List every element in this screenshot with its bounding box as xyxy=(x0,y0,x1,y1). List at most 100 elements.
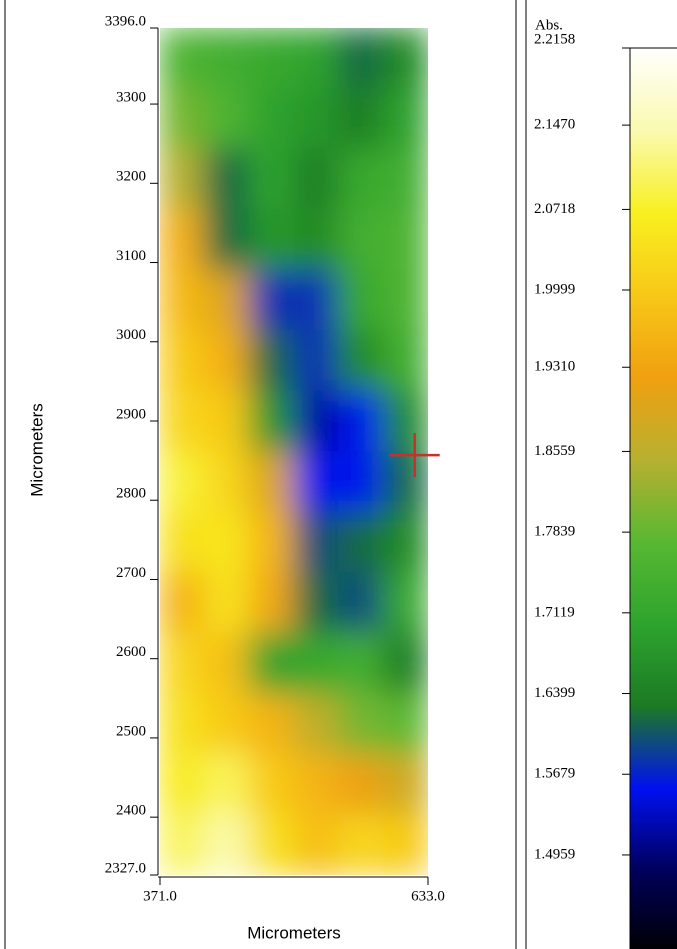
y-tick-label: 2900 xyxy=(116,406,146,422)
y-axis-label: Micrometers xyxy=(27,403,46,497)
heatmap-cell xyxy=(248,814,295,875)
heatmap-cell xyxy=(160,814,206,875)
colorbar-tick-label: 1.9999 xyxy=(534,281,575,297)
heatmap-cell xyxy=(338,753,384,815)
heatmap-cell xyxy=(293,632,340,694)
heatmap-cell xyxy=(160,88,206,150)
map xyxy=(160,28,428,875)
heatmap-cell xyxy=(160,753,206,815)
heatmap-cell xyxy=(382,572,428,634)
cells xyxy=(160,28,428,875)
heatmap-cell xyxy=(204,451,250,513)
heatmap-cell xyxy=(293,148,340,210)
heatmap-cell xyxy=(248,390,295,452)
heatmap-cell xyxy=(338,451,384,513)
heatmap-cell xyxy=(248,330,295,392)
heatmap-cell xyxy=(293,209,340,271)
heatmap-cell xyxy=(248,269,295,331)
heatmap-cell xyxy=(204,632,250,694)
heatmap-cell xyxy=(160,269,206,331)
heatmap-cell xyxy=(248,148,295,210)
heatmap-cell xyxy=(293,88,340,150)
heatmap-cell xyxy=(204,753,250,815)
heatmap-cell xyxy=(382,814,428,875)
heatmap-cell xyxy=(204,209,250,271)
heatmap-cell xyxy=(382,88,428,150)
heatmap-cell xyxy=(160,209,206,271)
heatmap-cell xyxy=(293,28,340,89)
colorbar-tick-label: 1.9310 xyxy=(534,359,575,375)
colorbar-tick-label: 1.4959 xyxy=(534,846,575,862)
heatmap-cell xyxy=(382,693,428,755)
heatmap-cell xyxy=(204,88,250,150)
y-tick-label: 3300 xyxy=(116,90,146,106)
heatmap-cell xyxy=(382,148,428,210)
y-tick-label: 3000 xyxy=(116,327,146,343)
heatmap-cell xyxy=(204,390,250,452)
heatmap-cell xyxy=(382,330,428,392)
heatmap-cell xyxy=(338,269,384,331)
y-tick-label: 2800 xyxy=(116,486,146,502)
heatmap-cell xyxy=(248,632,295,694)
heatmap-cell xyxy=(293,693,340,755)
x-axis-label: Micrometers xyxy=(247,923,341,942)
heatmap-cell xyxy=(293,390,340,452)
heatmap-cell xyxy=(338,209,384,271)
heatmap-cell xyxy=(338,814,384,875)
colorbar-tick-label: 2.1470 xyxy=(534,117,575,133)
heatmap-cell xyxy=(382,390,428,452)
heatmap-cell xyxy=(248,88,295,150)
heatmap-cell xyxy=(248,753,295,815)
heatmap-cell xyxy=(293,753,340,815)
heatmap-cell xyxy=(248,209,295,271)
heatmap-cell xyxy=(204,28,250,89)
colorbar-label: Abs. xyxy=(535,17,563,33)
heatmap-cell xyxy=(338,511,384,573)
colorbar xyxy=(629,47,677,949)
heatmap-cell xyxy=(338,693,384,755)
heatmap-cell xyxy=(382,753,428,815)
heatmap-cell xyxy=(204,511,250,573)
heatmap-cell xyxy=(248,693,295,755)
heatmap-cell xyxy=(160,572,206,634)
heatmap-cell xyxy=(293,451,340,513)
heatmap-cell xyxy=(382,269,428,331)
heatmap-cell xyxy=(338,88,384,150)
heatmap-cell xyxy=(248,511,295,573)
heatmap-cell xyxy=(248,28,295,89)
colorbar-tick-label: 1.8559 xyxy=(534,443,575,459)
y-tick-label: 2327.0 xyxy=(105,860,146,876)
heatmap-cell xyxy=(293,814,340,875)
heatmap-cell xyxy=(382,511,428,573)
heatmap-cell xyxy=(160,390,206,452)
heatmap-cell xyxy=(382,209,428,271)
y-tick-label: 3100 xyxy=(116,248,146,264)
heatmap-cell xyxy=(204,693,250,755)
heatmap-cell xyxy=(293,572,340,634)
heatmap-cell xyxy=(293,330,340,392)
colorbar-tick-label: 1.5679 xyxy=(534,766,575,782)
colorbar-tick-label: 2.2158 xyxy=(534,31,575,47)
heatmap-cell xyxy=(382,451,428,513)
y-tick-label: 2600 xyxy=(116,644,146,660)
x-tick-label: 371.0 xyxy=(143,888,177,904)
heatmap-cell xyxy=(338,632,384,694)
heatmap-cell xyxy=(248,451,295,513)
heatmap-cell xyxy=(293,269,340,331)
y-tick-label: 3396.0 xyxy=(105,13,146,29)
heatmap-cell xyxy=(338,330,384,392)
heatmap-cell xyxy=(160,330,206,392)
colorbar-tick-label: 2.0718 xyxy=(534,201,575,217)
heatmap-cell xyxy=(160,451,206,513)
heatmap-cell xyxy=(204,330,250,392)
y-tick-label: 2700 xyxy=(116,565,146,581)
colorbar-tick-label: 1.7839 xyxy=(534,524,575,540)
heatmap-cell xyxy=(382,632,428,694)
heatmap-cell xyxy=(338,28,384,89)
x-tick-label: 633.0 xyxy=(411,888,445,904)
colorbar-tick-label: 1.6399 xyxy=(534,685,575,701)
heatmap-cell xyxy=(293,511,340,573)
colorbar-tick-label: 1.7119 xyxy=(534,604,575,620)
heatmap-cell xyxy=(338,572,384,634)
